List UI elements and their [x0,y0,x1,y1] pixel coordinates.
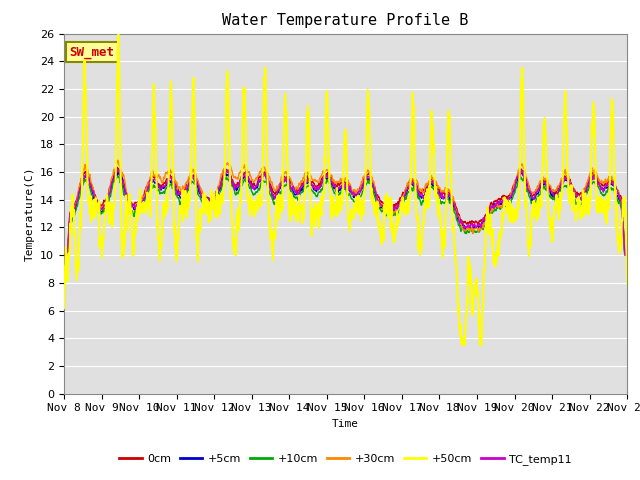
Y-axis label: Temperature(C): Temperature(C) [24,167,35,261]
Legend: 0cm, +5cm, +10cm, +30cm, +50cm, TC_temp11: 0cm, +5cm, +10cm, +30cm, +50cm, TC_temp1… [115,450,576,469]
Text: SW_met: SW_met [70,46,115,59]
Title: Water Temperature Profile B: Water Temperature Profile B [223,13,468,28]
X-axis label: Time: Time [332,419,359,429]
